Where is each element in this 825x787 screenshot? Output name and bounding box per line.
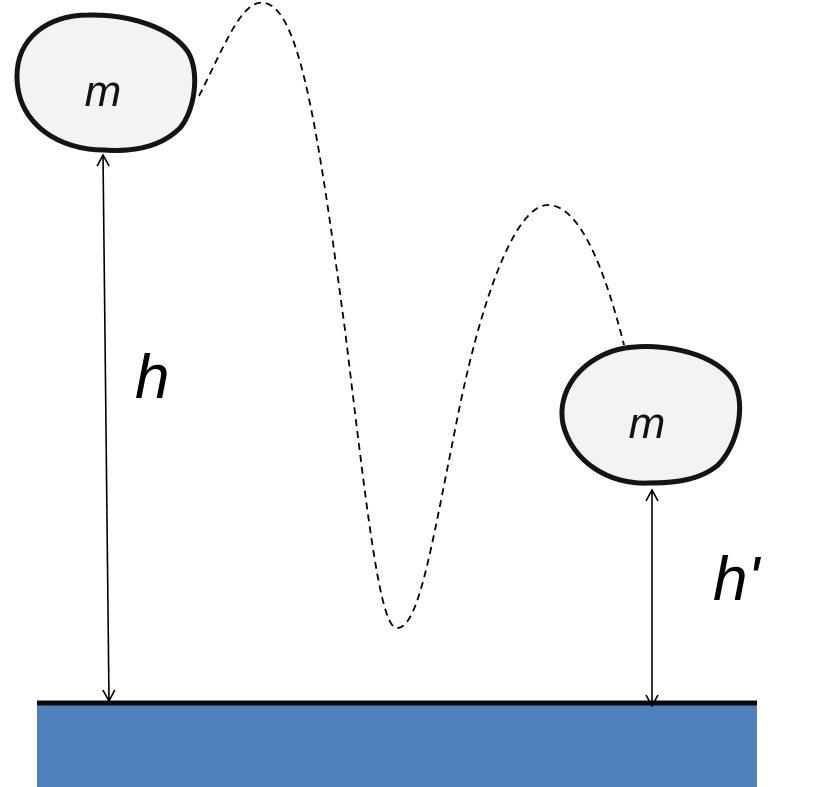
mass-end-label: m — [629, 399, 666, 448]
height-initial-label: h — [135, 343, 169, 412]
height-final-label: h' — [713, 545, 761, 614]
mass-end: m — [559, 344, 743, 486]
mass-end-outline — [559, 344, 743, 486]
height-initial-arrow — [96, 153, 116, 703]
mass-start-label: m — [85, 67, 122, 116]
mass-start: m — [14, 12, 198, 153]
trajectory-dashed-path — [198, 1, 625, 629]
mass-start-outline — [14, 12, 198, 153]
ground-block — [37, 703, 757, 787]
